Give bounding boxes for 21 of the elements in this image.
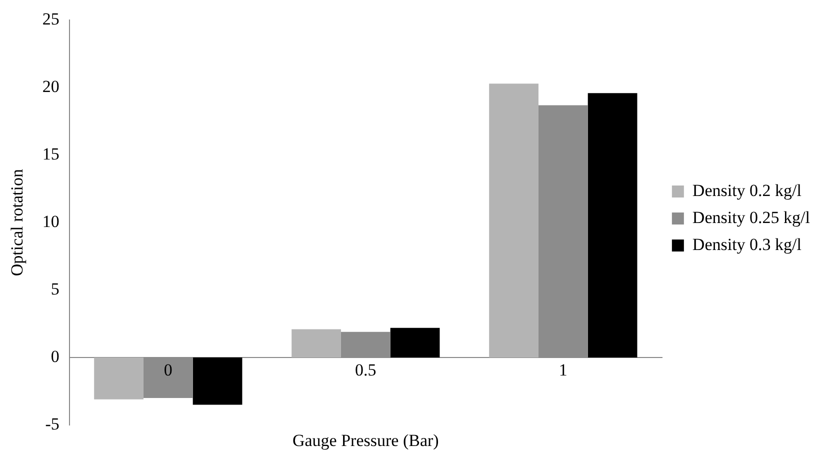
bar (588, 93, 638, 358)
x-axis-title: Gauge Pressure (Bar) (292, 430, 439, 450)
x-tick-label: 1 (558, 360, 568, 380)
y-tick-label: 15 (42, 144, 60, 164)
legend-label: Density 0.25 kg/l (692, 208, 810, 227)
legend-label: Density 0.2 kg/l (692, 180, 802, 200)
bar (292, 329, 341, 358)
bar (489, 84, 538, 358)
y-axis-title: Optical rotation (8, 168, 27, 276)
legend-label: Density 0.3 kg/l (692, 234, 802, 254)
y-tick-label: -5 (45, 414, 60, 434)
bar (192, 358, 242, 405)
bar (94, 358, 144, 400)
x-tick-label: 0 (164, 360, 172, 380)
y-tick-label: 25 (42, 10, 60, 29)
y-tick-label: 5 (50, 280, 60, 299)
x-tick-label: 0.5 (355, 360, 376, 380)
y-tick-label: 0 (50, 347, 60, 366)
y-tick-label: 10 (42, 212, 60, 232)
y-tick-label: 20 (42, 77, 60, 96)
bar (390, 328, 440, 358)
